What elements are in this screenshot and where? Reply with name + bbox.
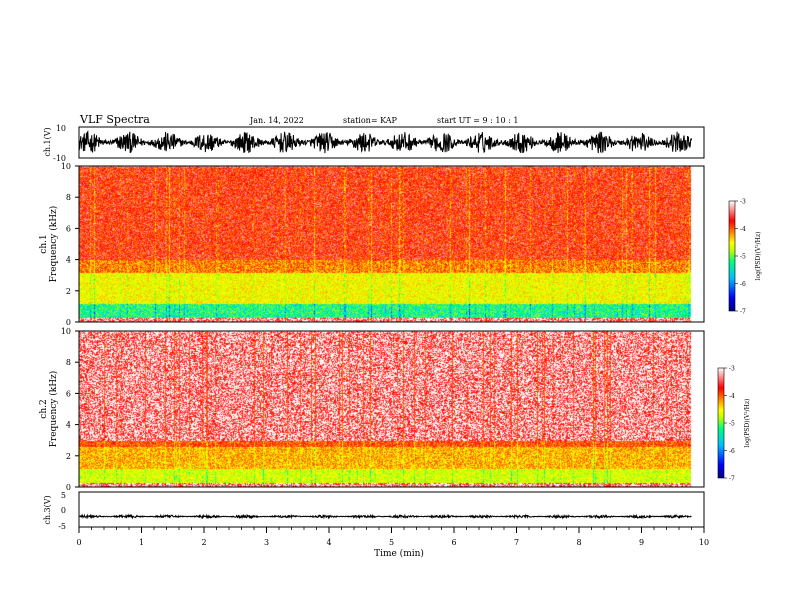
ch2-colorbar-tick-label: -5: [729, 421, 735, 428]
ch3-wave-ylabel: ch.3(V): [43, 495, 52, 524]
ch1-colorbar-label: log(PSD)(V²/Hz): [755, 232, 762, 281]
x-tick-label: 5: [389, 538, 394, 547]
station-label: station= KAP: [343, 116, 398, 125]
ch2-colorbar-tick-label: -4: [729, 393, 735, 400]
x-axis: 0 1 2 3 4 5 6 7 8 9 10: [76, 527, 709, 547]
ch1-colorbar-tick-label: -7: [740, 309, 746, 316]
ch2-colorbar: [717, 367, 725, 479]
ch1-colorbar-tick-label: -3: [740, 199, 746, 206]
ch1-spec-ylabel-channel: ch.1: [39, 234, 49, 253]
x-tick-label: 9: [639, 538, 644, 547]
ch2-spec-ytick-label: 8: [66, 358, 71, 367]
x-tick-label: 4: [326, 538, 331, 547]
ch2-spec-ytick-label: 4: [66, 421, 71, 430]
x-axis-label: Time (min): [374, 548, 424, 559]
ch1-spec-ytick-label: 10: [61, 162, 71, 171]
ch3-waveform-panel: 5 0 -5 ch.3(V): [43, 491, 705, 531]
ch1-spectrogram-image: [79, 166, 704, 322]
date-label: Jan. 14, 2022: [249, 116, 304, 125]
ch3-waveform-trace: [78, 513, 692, 520]
ch1-ytick-top: 10: [56, 124, 66, 133]
ch3-ytick-bottom: -5: [58, 522, 66, 531]
x-tick-label: 0: [76, 538, 81, 547]
ch1-wave-ylabel: ch.1(V): [43, 127, 52, 156]
ch2-spectrogram-frame: [78, 330, 705, 488]
ch1-spec-ytick-label: 0: [66, 318, 71, 327]
ch2-colorbar-tick-label: -6: [729, 448, 735, 455]
ch1-colorbar-tick-label: -5: [740, 254, 746, 261]
ch2-spectrogram-image: [79, 331, 704, 487]
ch1-waveform-trace: [78, 129, 692, 154]
ch2-spec-ytick-label: 0: [66, 483, 71, 492]
ch3-waveform-frame: [78, 491, 705, 528]
ch1-colorbar-tick-label: -6: [740, 281, 746, 288]
x-tick-label: 8: [576, 538, 581, 547]
ch1-spec-ytick-label: 8: [66, 193, 71, 202]
ch1-colorbar: [728, 200, 736, 312]
x-tick-label: 6: [451, 538, 456, 547]
ch2-spec-ytick-label: 2: [66, 452, 71, 461]
ch1-spec-ytick-label: 6: [66, 224, 71, 233]
ch1-spectrogram-frame: [78, 165, 705, 323]
ch1-spec-ytick-label: 4: [66, 256, 71, 265]
start-ut-label: start UT = 9 : 10 : 1: [437, 116, 518, 125]
x-tick-label: 2: [201, 538, 206, 547]
ch1-ytick-bottom: -10: [53, 154, 66, 163]
x-tick-label: 7: [514, 538, 519, 547]
ch2-spec-ytick-label: 6: [66, 389, 71, 398]
ch1-waveform-panel: 10 -10 ch.1(V): [43, 124, 705, 163]
ch2-spec-ylabel-channel: ch.2: [39, 399, 49, 418]
x-tick-label: 1: [139, 538, 144, 547]
ch1-spec-ylabel-freq: Frequency (kHz): [48, 206, 59, 283]
x-tick-label: 3: [264, 538, 269, 547]
ch2-spec-ytick-label: 10: [61, 327, 71, 336]
ch3-ytick-top: 5: [61, 491, 66, 500]
ch2-colorbar-tick-label: -3: [729, 366, 735, 373]
ch2-spec-ylabel-freq: Frequency (kHz): [48, 371, 59, 448]
ch3-ytick-mid: 0: [61, 506, 66, 515]
x-tick-label: 10: [699, 538, 709, 547]
ch1-waveform-frame: [78, 126, 705, 159]
ch1-colorbar-tick-label: -4: [740, 226, 746, 233]
figure-title: VLF Spectra: [79, 113, 150, 126]
ch2-colorbar-label: log(PSD)(V²/Hz): [744, 399, 751, 448]
ch1-spec-ytick-label: 2: [66, 287, 71, 296]
ch2-colorbar-tick-label: -7: [729, 476, 735, 483]
